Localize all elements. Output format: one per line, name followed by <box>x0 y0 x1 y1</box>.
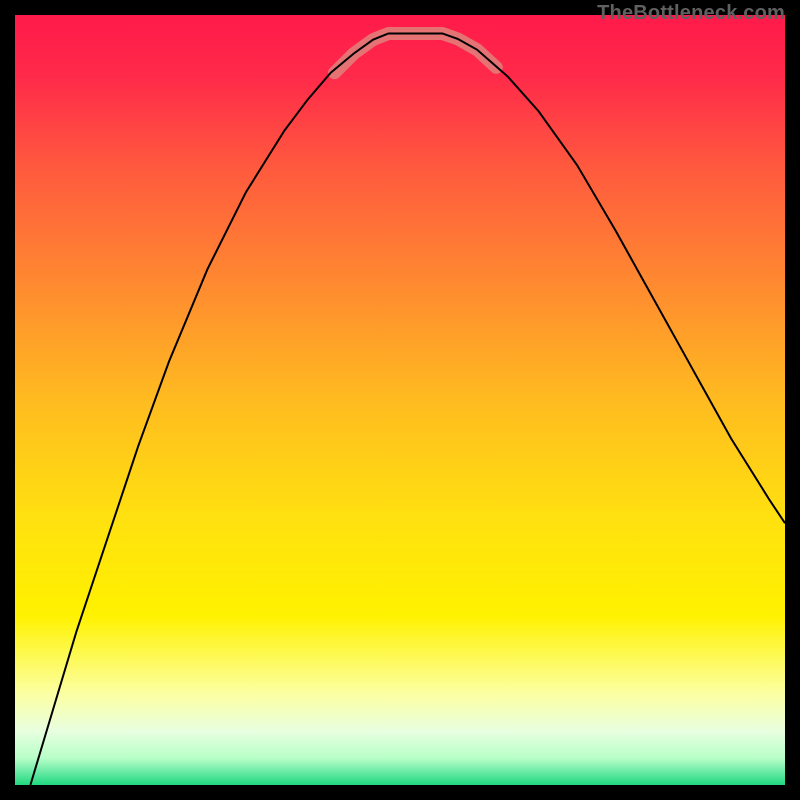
chart-background <box>15 15 785 785</box>
bottleneck-chart <box>15 15 785 785</box>
watermark-text: TheBottleneck.com <box>597 2 785 25</box>
outer-frame: TheBottleneck.com <box>0 0 800 800</box>
